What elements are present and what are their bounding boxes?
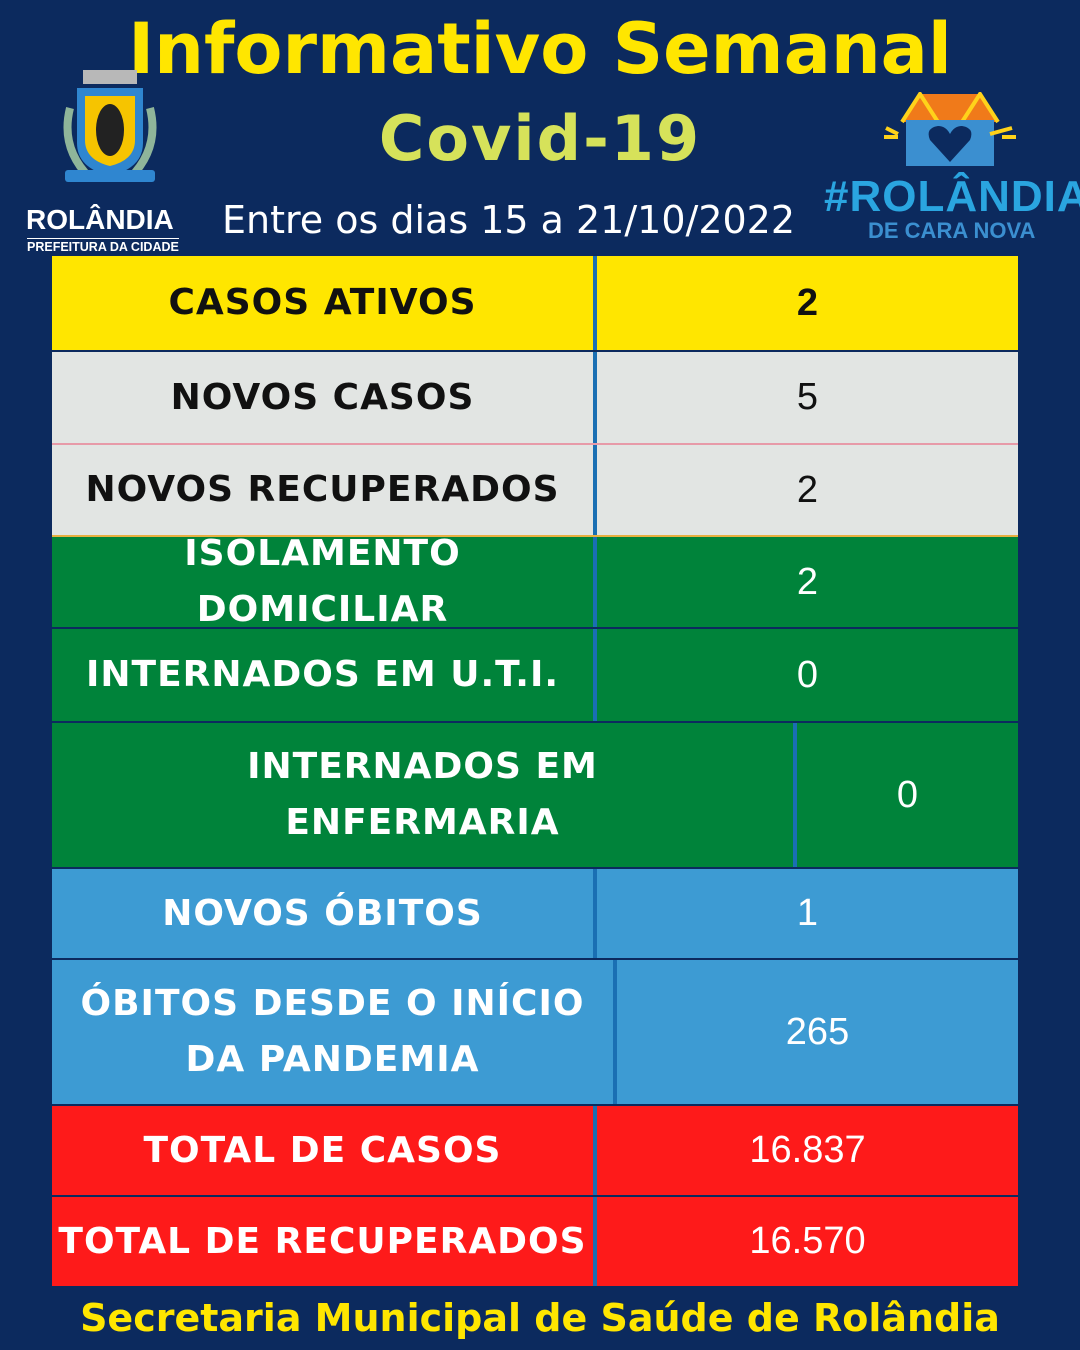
campaign-logo: #ROLÂNDIA [824,172,1080,221]
row-value: 16.570 [749,1220,866,1262]
row-isolamento-domiciliar: ISOLAMENTO DOMICILIAR 2 [52,533,1018,630]
row-label: INTERNADOS EM U.T.I. [52,629,597,721]
row-value: 2 [796,281,819,324]
row-label: NOVOS ÓBITOS [52,869,597,958]
footer-credit: Secretaria Municipal de Saúde de Rolândi… [80,1296,1000,1340]
row-internados-enfermaria: INTERNADOS EM ENFERMARIA 0 [52,723,1018,869]
page-title: Informativo Semanal [128,8,952,90]
row-value: 0 [796,653,819,696]
row-obitos-total: ÓBITOS DESDE O INÍCIO DA PANDEMIA 265 [52,960,1018,1106]
row-label: NOVOS RECUPERADOS [52,445,597,535]
row-novos-casos: NOVOS CASOS 5 [52,352,1018,445]
city-name-logo: ROLÂNDIA [26,204,174,235]
row-total-recuperados: TOTAL DE RECUPERADOS 16.570 [52,1197,1018,1286]
row-label: TOTAL DE CASOS [52,1106,597,1195]
date-range: Entre os dias 15 a 21/10/2022 [222,198,796,242]
row-label: CASOS ATIVOS [52,256,597,350]
row-value: 265 [785,1010,850,1053]
page-subtitle: Covid-19 [378,102,702,175]
row-label: NOVOS CASOS [52,352,597,443]
row-novos-recuperados: NOVOS RECUPERADOS 2 [52,445,1018,537]
row-label: INTERNADOS EM ENFERMARIA [52,723,797,867]
row-label: ÓBITOS DESDE O INÍCIO DA PANDEMIA [52,960,617,1104]
row-casos-ativos: CASOS ATIVOS 2 [52,256,1018,352]
city-seal-icon [63,70,157,182]
covid-stats-table: CASOS ATIVOS 2 NOVOS CASOS 5 NOVOS RECUPER… [52,256,1018,1286]
row-label: ISOLAMENTO DOMICILIAR [52,533,597,630]
row-value: 16.837 [749,1129,866,1171]
house-heart-icon [884,92,1016,166]
row-value: 2 [796,468,819,511]
campaign-slogan: DE CARA NOVA [868,218,1036,243]
row-internados-uti: INTERNADOS EM U.T.I. 0 [52,629,1018,723]
row-label: TOTAL DE RECUPERADOS [52,1197,597,1286]
row-value: 5 [796,376,819,418]
row-novos-obitos: NOVOS ÓBITOS 1 [52,869,1018,960]
row-total-casos: TOTAL DE CASOS 16.837 [52,1106,1018,1197]
row-value: 2 [796,560,819,603]
row-value: 1 [796,892,819,934]
row-value: 0 [896,773,919,816]
city-hall-label: PREFEITURA DA CIDADE [27,238,179,254]
